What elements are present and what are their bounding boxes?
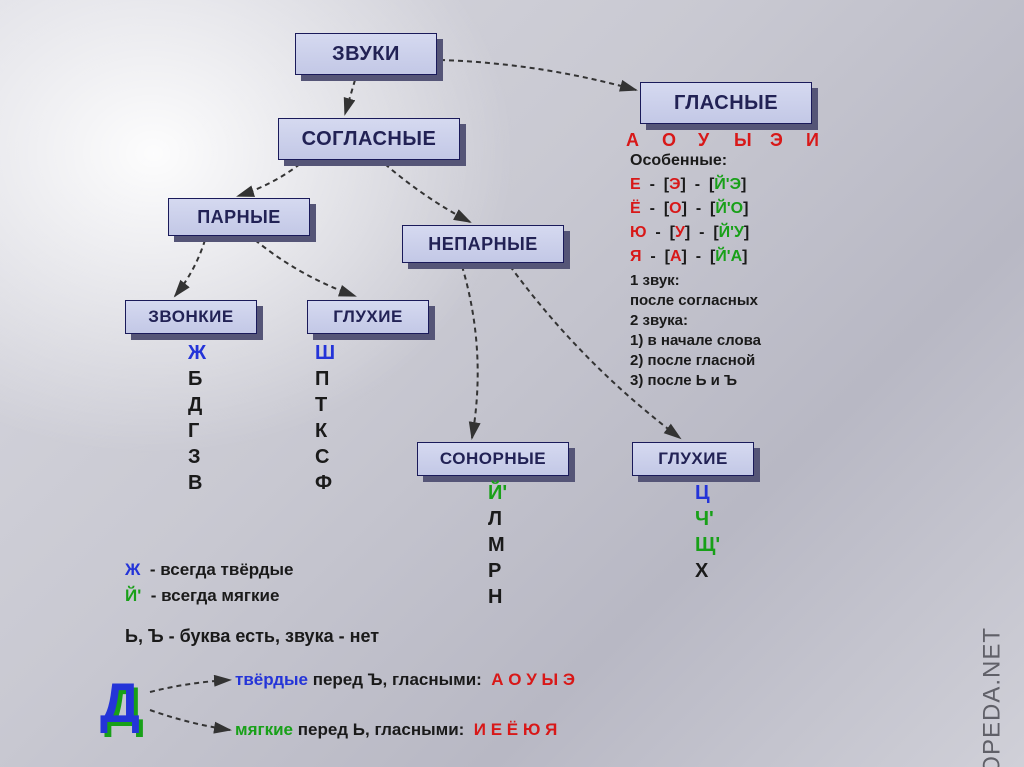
big-d: Д <box>100 670 140 735</box>
arrow-6 <box>462 266 478 438</box>
special-note-1: после согласных <box>630 292 758 309</box>
node-voiceless2: ГЛУХИЕ <box>632 442 754 476</box>
col-sonorant-4: Н <box>488 586 502 609</box>
special-title: Особенные: <box>630 152 727 170</box>
special-note-4: 2) после гласной <box>630 352 755 369</box>
col-voiced-0: Ж <box>188 342 206 365</box>
arrow-9 <box>150 710 230 730</box>
arrow-3 <box>385 164 470 222</box>
arrow-1 <box>440 60 636 90</box>
watermark: LOGOPEDA.NET <box>978 627 1006 767</box>
special-note-3: 1) в начале слова <box>630 332 761 349</box>
col-voiceless-3: К <box>315 420 327 443</box>
special-note-2: 2 звука: <box>630 312 688 329</box>
vowel-Ы: Ы <box>734 130 752 151</box>
node-consonants: СОГЛАСНЫЕ <box>278 118 460 160</box>
special-note-0: 1 звук: <box>630 272 680 289</box>
vowel-А: А <box>626 130 639 151</box>
col-voiced-1: Б <box>188 368 202 391</box>
node-vowels: ГЛАСНЫЕ <box>640 82 812 124</box>
col-voiceless-0: Ш <box>315 342 335 365</box>
col-sonorant-0: Й' <box>488 482 507 505</box>
legend-1: Й' - всегда мягкие <box>125 586 279 606</box>
arrow-2 <box>238 164 300 196</box>
arrow-5 <box>255 240 355 296</box>
node-unpaired: НЕПАРНЫЕ <box>402 225 564 263</box>
arrow-4 <box>175 240 205 296</box>
special-Е: Е - [Э] - [Й'Э] <box>630 176 746 194</box>
special-Ю: Ю - [У] - [Й'У] <box>630 224 749 242</box>
node-root: ЗВУКИ <box>295 33 437 75</box>
vowel-Э: Э <box>770 130 783 151</box>
node-sonorant: СОНОРНЫЕ <box>417 442 569 476</box>
vowel-И: И <box>806 130 819 151</box>
arrows-layer <box>0 0 1024 767</box>
special-Ё: Ё - [О] - [Й'О] <box>630 200 748 218</box>
arrow-0 <box>345 80 355 114</box>
col-voiced-4: З <box>188 446 201 469</box>
col-voiced-3: Г <box>188 420 199 443</box>
col-voiceless-5: Ф <box>315 472 332 495</box>
col-voiced-2: Д <box>188 394 202 417</box>
col-sonorant-1: Л <box>488 508 502 531</box>
node-voiced: ЗВОНКИЕ <box>125 300 257 334</box>
col-sonorant-3: Р <box>488 560 501 583</box>
arrow-8 <box>150 680 230 692</box>
col-voiceless-1: П <box>315 368 329 391</box>
special-note-5: 3) после Ь и Ъ <box>630 372 737 389</box>
col-sonorant-2: М <box>488 534 505 557</box>
hard-line: твёрдые перед Ъ, гласными: А О У Ы Э <box>235 670 575 690</box>
col-voiced-5: В <box>188 472 202 495</box>
legend-signs: Ь, Ъ - буква есть, звука - нет <box>125 626 379 647</box>
vowel-У: У <box>698 130 709 151</box>
node-paired: ПАРНЫЕ <box>168 198 310 236</box>
col-voiceless2-3: Х <box>695 560 708 583</box>
col-voiceless2-2: Щ' <box>695 534 720 557</box>
col-voiceless2-1: Ч' <box>695 508 714 531</box>
legend-0: Ж - всегда твёрдые <box>125 560 294 580</box>
col-voiceless-4: С <box>315 446 329 469</box>
special-Я: Я - [А] - [Й'А] <box>630 248 747 266</box>
vowel-О: О <box>662 130 676 151</box>
col-voiceless-2: Т <box>315 394 327 417</box>
node-voiceless: ГЛУХИЕ <box>307 300 429 334</box>
col-voiceless2-0: Ц <box>695 482 710 505</box>
soft-line: мягкие перед Ь, гласными: И Е Ё Ю Я <box>235 720 557 740</box>
